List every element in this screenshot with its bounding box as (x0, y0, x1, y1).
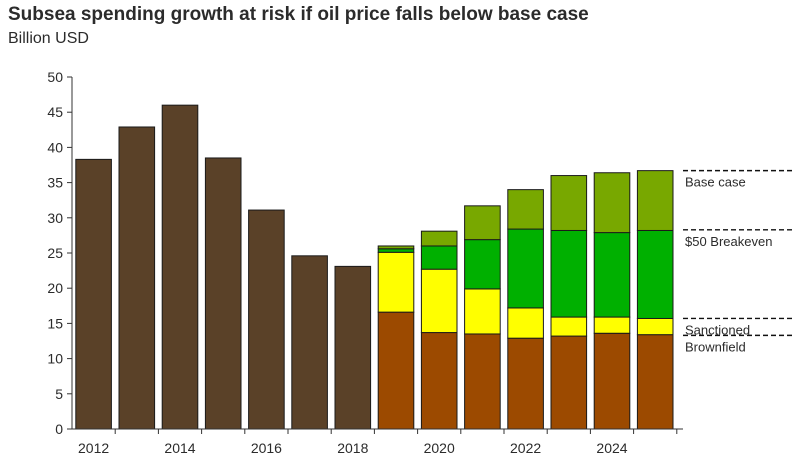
x-tick-label: 2022 (510, 440, 541, 456)
y-tick-label: 5 (55, 386, 63, 402)
bar-segment-2020-s2 (420, 268, 458, 334)
bar-segment-2019-s1 (377, 311, 415, 430)
y-tick-label: 30 (47, 210, 63, 226)
bar-segment-2022-s1 (507, 337, 544, 430)
bar-segment-2021-s1 (464, 333, 501, 430)
x-tick-label: 2020 (424, 440, 455, 456)
bar-segment-2015-s0 (204, 157, 242, 430)
bar-segment-2024-s3 (593, 232, 631, 318)
bar-segment-2012-s0 (75, 158, 112, 430)
bar-segment-2025-s4 (636, 170, 674, 231)
y-tick-label: 35 (47, 175, 63, 191)
x-tick-label: 2016 (251, 440, 282, 456)
annotation-label: Sanctioned (685, 322, 750, 337)
bar-segment-2024-s1 (593, 332, 631, 430)
bar-segment-2023-s1 (550, 335, 588, 430)
x-tick-label: 2024 (596, 440, 627, 456)
bar-segment-2024-s4 (593, 172, 631, 234)
bar-segment-2023-s2 (550, 316, 588, 337)
bar-segment-2014-s0 (161, 104, 199, 430)
bar-segment-2016-s0 (248, 209, 285, 430)
y-tick-label: 15 (47, 315, 63, 331)
bar-segment-2020-s4 (420, 230, 458, 247)
x-tick-label: 2012 (78, 440, 109, 456)
bar-segment-2019-s2 (377, 251, 415, 313)
y-tick-label: 40 (47, 139, 63, 155)
bar-segment-2023-s3 (550, 229, 588, 318)
bar-segment-2024-s2 (593, 316, 631, 334)
y-tick-label: 20 (47, 280, 63, 296)
y-tick-label: 50 (47, 69, 63, 85)
bar-segment-2021-s3 (464, 239, 501, 290)
y-tick-label: 10 (47, 351, 63, 367)
bar-segment-2025-s3 (636, 229, 674, 319)
bar-segment-2022-s3 (507, 228, 544, 309)
x-tick-label: 2014 (164, 440, 195, 456)
chart-title: Subsea spending growth at risk if oil pr… (8, 4, 589, 25)
bar-segment-2021-s2 (464, 288, 501, 335)
bar-segment-2013-s0 (118, 126, 156, 430)
chart-subtitle: Billion USD (8, 30, 89, 47)
y-tick-label: 0 (55, 421, 63, 437)
annotation-label: $50 Breakeven (685, 234, 772, 249)
annotations: Base case $50 Breakeven Sanctioned Brownfie… (683, 169, 795, 354)
bars (75, 104, 674, 430)
annotation-label: Brownfield (685, 339, 746, 354)
y-tick-label: 45 (47, 104, 63, 120)
bar-segment-2022-s2 (507, 307, 544, 339)
x-tick-label: 2018 (337, 440, 368, 456)
bar-segment-2019-s4 (377, 245, 415, 250)
bar-segment-2023-s4 (550, 175, 588, 231)
bar-segment-2020-s1 (420, 332, 458, 430)
bar-segment-2019-s3 (377, 248, 415, 253)
y-axis: 0 5 10 15 20 25 30 35 40 45 50 (47, 69, 73, 437)
y-tick-label: 25 (47, 245, 63, 261)
x-axis: 2012 2014 2016 2018 2020 2022 2024 (72, 428, 683, 456)
bar-segment-2025-s2 (636, 317, 674, 336)
bar-segment-2025-s1 (636, 334, 674, 430)
bar-segment-2017-s0 (291, 255, 328, 430)
bar-segment-2020-s3 (420, 245, 458, 270)
bar-segment-2021-s4 (464, 205, 501, 241)
bar-segment-2022-s4 (507, 189, 544, 230)
annotation-label: Base case (685, 175, 746, 190)
bar-segment-2018-s0 (334, 265, 372, 430)
